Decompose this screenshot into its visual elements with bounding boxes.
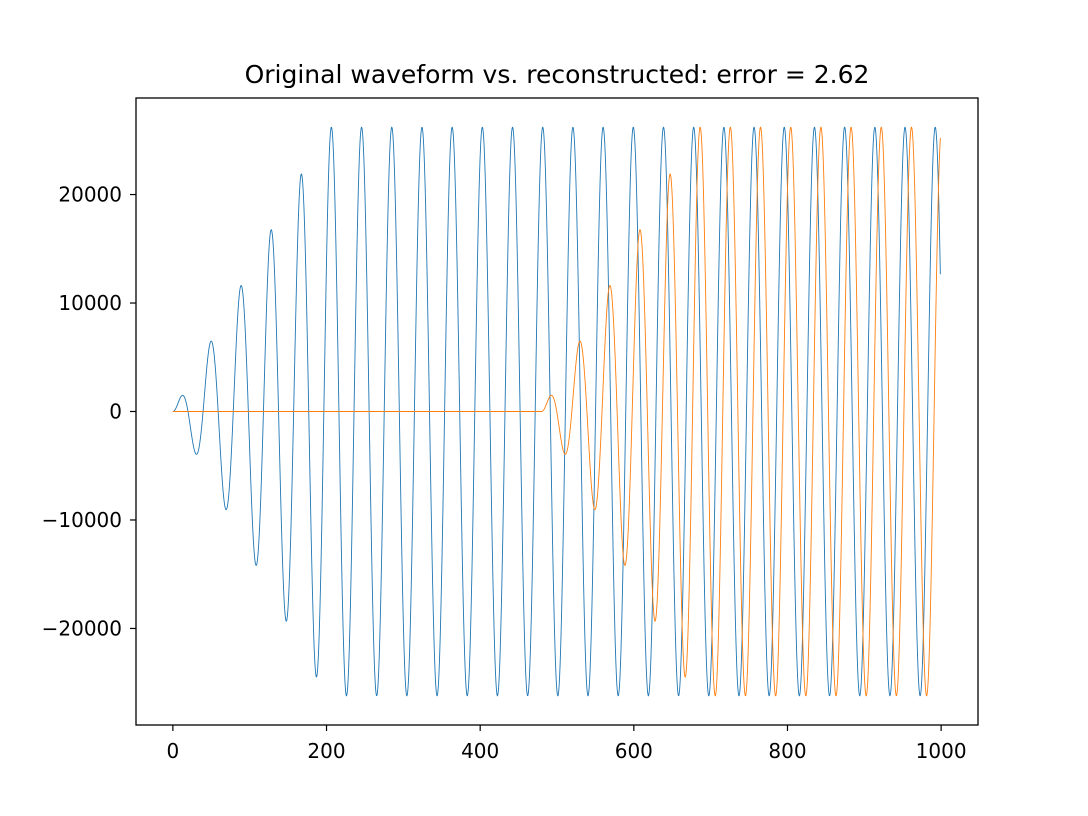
x-axis: 0 200 400 600 800 1000 [167,725,967,763]
x-tick-label: 0 [167,739,180,763]
x-tick-label: 600 [615,739,653,763]
y-tick-label: −10000 [42,508,122,532]
chart-title: Original waveform vs. reconstructed: err… [245,60,870,89]
y-tick-label: 0 [109,400,122,424]
x-tick-label: 800 [768,739,806,763]
x-tick-label: 1000 [916,739,967,763]
x-tick-label: 200 [307,739,345,763]
plot-frame [135,97,979,726]
y-tick-label: 10000 [58,291,122,315]
x-tick-label: 400 [461,739,499,763]
series-line-1 [172,126,941,697]
series-line-2 [172,126,941,697]
series-layer [172,126,941,697]
y-axis: −20000 −10000 0 10000 20000 [42,183,136,640]
y-tick-label: 20000 [58,183,122,207]
y-tick-label: −20000 [42,616,122,640]
